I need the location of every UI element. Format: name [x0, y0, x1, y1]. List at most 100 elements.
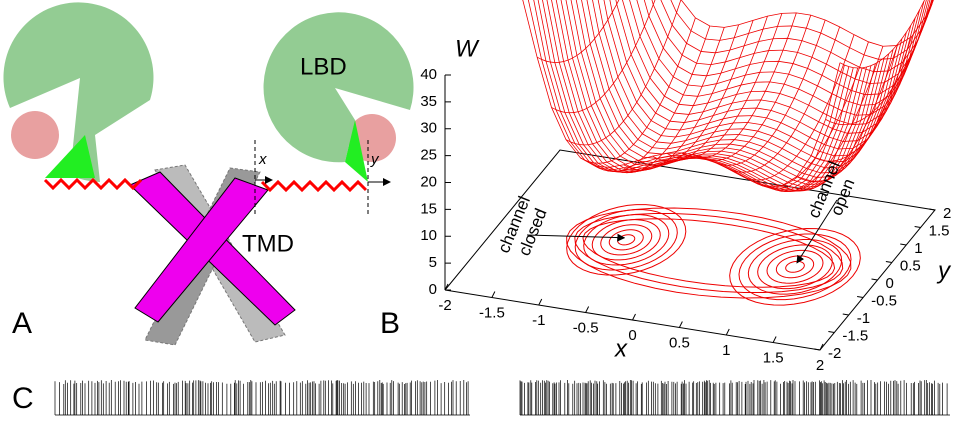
z-tick-label: 20 — [420, 173, 437, 190]
x-tick — [819, 343, 824, 351]
y-tick-label: 1.5 — [929, 222, 950, 239]
x-tick — [678, 321, 683, 328]
ligand — [11, 111, 59, 159]
contour — [574, 209, 678, 271]
tmd-label: TMD — [242, 230, 294, 257]
contour — [729, 228, 861, 306]
contour — [757, 244, 833, 290]
z-tick-label: 40 — [420, 66, 437, 83]
contour — [566, 207, 852, 299]
x-tick-label: -1 — [532, 312, 545, 329]
x-tick — [632, 313, 636, 321]
linker — [43, 177, 143, 191]
surface-mesh — [680, 0, 933, 47]
surface-mesh — [767, 46, 884, 193]
contour — [591, 219, 661, 261]
hinge — [345, 120, 368, 182]
surface-mesh — [592, 0, 903, 163]
panel-a: x y LBD TMD A — [3, 2, 414, 346]
surface-mesh — [670, 0, 934, 60]
x-tick-label: 1.5 — [763, 349, 784, 366]
lbd-closed — [3, 2, 154, 183]
contour — [747, 238, 843, 295]
x-axis-label: x — [614, 335, 628, 362]
surface-mesh — [839, 0, 925, 69]
current-trace — [54, 380, 470, 416]
surface-mesh — [666, 13, 783, 160]
x-tick — [491, 291, 496, 298]
x-label: x — [258, 151, 267, 168]
annotation-arrow — [796, 199, 838, 264]
surface-mesh — [609, 0, 916, 142]
x-tick — [772, 336, 777, 343]
surface-mesh — [660, 0, 934, 73]
surface-mesh — [527, 0, 845, 189]
surface-mesh — [710, 19, 826, 166]
z-tick-label: 35 — [420, 93, 437, 110]
x-tick — [538, 298, 543, 306]
y-tick — [842, 313, 849, 316]
z-tick-label: 30 — [420, 120, 437, 137]
panel-label: A — [12, 307, 32, 340]
surface-mesh — [651, 0, 932, 84]
surface-mesh — [738, 34, 855, 181]
y-tick-label: 0 — [886, 275, 894, 292]
panel-label: B — [380, 307, 400, 340]
surface-mesh — [724, 26, 840, 173]
surface-mesh — [603, 0, 912, 150]
tmd-helix — [134, 177, 269, 323]
contour — [600, 224, 653, 256]
lbd-open — [263, 12, 414, 163]
y-tick — [871, 278, 878, 281]
surface-mesh — [586, 0, 898, 169]
current-trace — [519, 380, 950, 416]
y-tick — [828, 331, 835, 333]
x-tick-label: -2 — [438, 297, 451, 314]
z-tick-label: 10 — [420, 227, 437, 244]
y-tick — [914, 226, 921, 228]
y-tick — [928, 208, 936, 211]
contour — [785, 260, 805, 273]
surface-mesh — [622, 0, 925, 125]
x-tick-label: 0 — [628, 327, 636, 344]
contour — [582, 218, 836, 288]
surface-mesh — [681, 12, 797, 159]
surface-mesh — [597, 0, 907, 157]
z-tick-label: 0 — [429, 281, 437, 298]
surface-mesh — [782, 45, 898, 192]
surface-mesh — [636, 0, 929, 106]
x-tick — [444, 283, 449, 291]
linker — [260, 179, 368, 193]
y-tick-label: 2 — [943, 205, 951, 222]
y-tick-label: -2 — [828, 345, 841, 362]
contour — [775, 255, 815, 279]
z-tick-label: 25 — [420, 147, 437, 164]
contour — [738, 233, 852, 301]
y-tick — [900, 243, 907, 246]
surface-mesh — [695, 15, 812, 161]
y-axis-label: y — [936, 257, 952, 284]
surface-mesh — [810, 15, 927, 162]
contour — [574, 212, 844, 294]
surface-mesh — [825, 0, 934, 126]
contour — [608, 229, 644, 251]
y-tick-label: -1.5 — [842, 327, 868, 344]
y-tick-label: -0.5 — [871, 292, 897, 309]
surface-mesh — [615, 0, 921, 134]
x-tick-label: -0.5 — [573, 319, 599, 336]
contour — [766, 249, 824, 284]
x-tick-label: 1 — [722, 342, 730, 359]
lbd-label: LBD — [300, 53, 347, 80]
contour — [583, 214, 670, 266]
contour — [617, 234, 636, 246]
y-tick — [813, 348, 821, 351]
y-label: y — [370, 151, 380, 168]
y-tick-label: 1 — [914, 240, 922, 257]
panel-b: B W x y — [380, 35, 952, 362]
x-tick-label: 0.5 — [669, 334, 690, 351]
surface-mesh — [753, 41, 869, 188]
x-tick-label: -1.5 — [479, 304, 505, 321]
